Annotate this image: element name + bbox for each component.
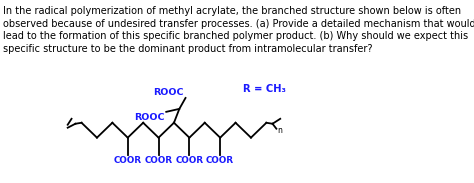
Text: In the radical polymerization of methyl acrylate, the branched structure shown b: In the radical polymerization of methyl … [3, 6, 461, 16]
Text: COOR: COOR [175, 156, 203, 165]
Text: observed because of undesired transfer processes. (a) Provide a detailed mechani: observed because of undesired transfer p… [3, 18, 474, 29]
Text: ROOC: ROOC [154, 88, 184, 97]
Text: n: n [277, 126, 282, 135]
Text: lead to the formation of this specific branched polymer product. (b) Why should : lead to the formation of this specific b… [3, 31, 468, 42]
Text: R = CH₃: R = CH₃ [243, 84, 286, 94]
Text: ROOC: ROOC [134, 113, 165, 122]
Text: specific structure to be the dominant product from intramolecular transfer?: specific structure to be the dominant pr… [3, 44, 373, 54]
Text: COOR: COOR [114, 156, 142, 165]
Text: COOR: COOR [145, 156, 173, 165]
Text: COOR: COOR [206, 156, 234, 165]
